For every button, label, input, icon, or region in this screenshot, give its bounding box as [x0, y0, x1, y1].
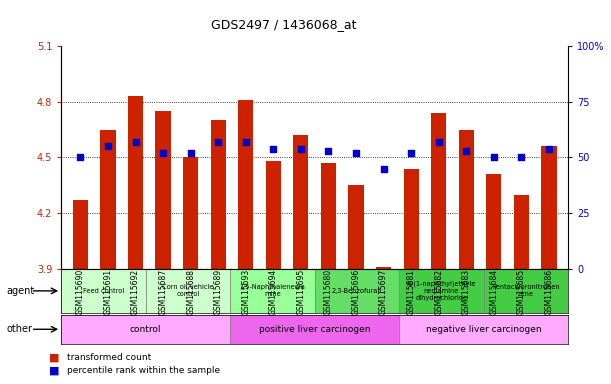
Bar — [61, 315, 230, 344]
Point — [516, 154, 526, 161]
Text: ■: ■ — [49, 366, 59, 376]
Bar — [100, 130, 115, 269]
Point — [461, 148, 471, 154]
Bar — [399, 315, 568, 344]
Text: negative liver carcinogen: negative liver carcinogen — [426, 325, 541, 334]
Bar — [486, 174, 502, 269]
Bar — [61, 269, 145, 313]
Text: GSM115691: GSM115691 — [103, 269, 112, 315]
Point — [544, 146, 554, 152]
Text: Pentachloronitroben
zene: Pentachloronitroben zene — [492, 285, 560, 297]
Text: control: control — [130, 325, 161, 334]
Text: GSM115693: GSM115693 — [241, 269, 251, 315]
Point — [406, 150, 416, 156]
Text: GSM115687: GSM115687 — [159, 269, 167, 315]
Point — [131, 139, 141, 145]
Point — [268, 146, 278, 152]
Bar — [403, 169, 419, 269]
Text: transformed count: transformed count — [67, 353, 152, 362]
Text: GSM115680: GSM115680 — [324, 269, 333, 315]
Bar — [128, 96, 143, 269]
Point — [379, 166, 389, 172]
Bar — [73, 200, 88, 269]
Text: GSM115685: GSM115685 — [517, 269, 526, 315]
Bar — [230, 315, 399, 344]
Bar — [293, 135, 309, 269]
Bar — [348, 185, 364, 269]
Text: GSM115686: GSM115686 — [544, 269, 554, 315]
Point — [158, 150, 168, 156]
Bar — [238, 100, 254, 269]
Text: GDS2497 / 1436068_at: GDS2497 / 1436068_at — [211, 18, 357, 31]
Text: GSM115692: GSM115692 — [131, 269, 140, 315]
Text: GSM115681: GSM115681 — [407, 269, 415, 315]
Text: 1,5-Naphthalenedia
mine: 1,5-Naphthalenedia mine — [240, 285, 306, 297]
Text: other: other — [6, 324, 32, 334]
Text: GSM115697: GSM115697 — [379, 269, 388, 315]
Text: agent: agent — [6, 286, 34, 296]
Point — [213, 139, 223, 145]
Text: ■: ■ — [49, 353, 59, 362]
Bar — [484, 269, 568, 313]
Bar — [211, 120, 226, 269]
Text: GSM115695: GSM115695 — [296, 269, 306, 315]
Bar — [399, 269, 484, 313]
Bar — [514, 195, 529, 269]
Bar — [459, 130, 474, 269]
Text: GSM115694: GSM115694 — [269, 269, 278, 315]
Point — [186, 150, 196, 156]
Bar — [266, 161, 281, 269]
Point — [103, 143, 113, 149]
Point — [434, 139, 444, 145]
Point — [351, 150, 361, 156]
Text: GSM115689: GSM115689 — [214, 269, 222, 315]
Bar — [321, 163, 336, 269]
Point — [324, 148, 334, 154]
Text: GSM115684: GSM115684 — [489, 269, 499, 315]
Point — [489, 154, 499, 161]
Bar — [155, 111, 170, 269]
Text: GSM115688: GSM115688 — [186, 269, 195, 315]
Text: 2,3-Benzofuran: 2,3-Benzofuran — [332, 288, 382, 294]
Bar — [230, 269, 315, 313]
Bar — [145, 269, 230, 313]
Text: GSM115696: GSM115696 — [351, 269, 360, 315]
Bar — [541, 146, 557, 269]
Point — [296, 146, 306, 152]
Text: Feed control: Feed control — [82, 288, 124, 294]
Text: positive liver carcinogen: positive liver carcinogen — [259, 325, 370, 334]
Point — [241, 139, 251, 145]
Text: Corn oil vehicle
control: Corn oil vehicle control — [162, 285, 214, 297]
Bar — [315, 269, 399, 313]
Text: GSM115682: GSM115682 — [434, 269, 443, 315]
Text: GSM115683: GSM115683 — [462, 269, 470, 315]
Text: N-(1-naphthyl)ethyle
nediamine
dihydrochloride: N-(1-naphthyl)ethyle nediamine dihydroch… — [407, 281, 476, 301]
Point — [76, 154, 86, 161]
Text: GSM115690: GSM115690 — [76, 269, 85, 315]
Bar — [183, 157, 198, 269]
Bar — [431, 113, 446, 269]
Text: percentile rank within the sample: percentile rank within the sample — [67, 366, 221, 375]
Bar — [376, 267, 391, 269]
